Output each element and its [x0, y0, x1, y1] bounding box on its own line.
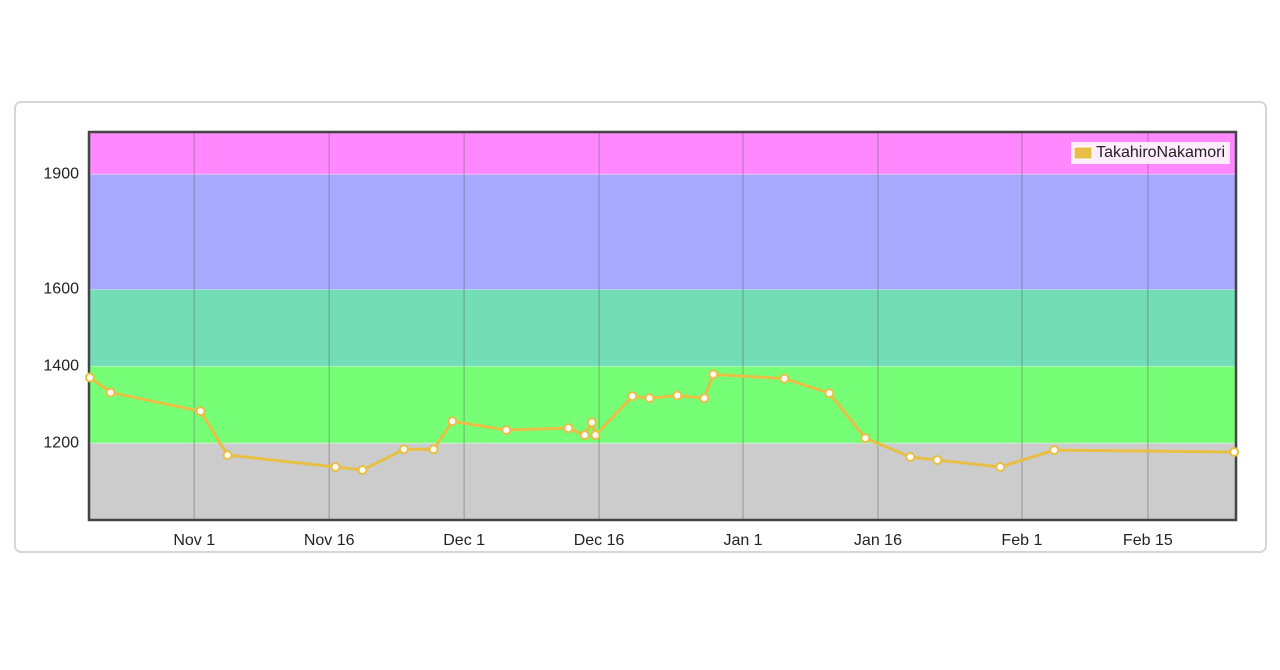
rating-point	[824, 388, 835, 399]
rating-point	[330, 461, 341, 472]
rating-point	[779, 373, 790, 384]
rating-point	[1229, 447, 1240, 458]
legend-label: TakahiroNakamori	[1096, 144, 1225, 161]
rating-point	[672, 390, 683, 401]
y-tick-label: 1900	[43, 165, 79, 182]
rating-point	[627, 391, 638, 402]
legend-box	[1071, 142, 1230, 164]
rating-point	[586, 417, 597, 428]
rating-point	[195, 406, 206, 417]
rating-point	[105, 387, 116, 398]
rating-point	[428, 444, 439, 455]
x-tick-label: Nov 16	[304, 532, 355, 549]
rating-point	[579, 430, 590, 441]
plot-border	[87, 130, 1238, 522]
x-tick-label: Feb 15	[1123, 532, 1173, 549]
y-tick-label: 1400	[43, 358, 79, 375]
rating-point	[1049, 445, 1060, 456]
y-tick-label: 1600	[43, 281, 79, 298]
y-tick-label: 1200	[43, 434, 79, 451]
rating-point	[563, 423, 574, 434]
rating-point	[84, 372, 95, 383]
rating-point	[357, 465, 368, 476]
legend: TakahiroNakamori	[1071, 142, 1230, 164]
rating-point	[860, 433, 871, 444]
rating-point	[708, 369, 719, 380]
rating-band	[89, 132, 1236, 175]
rating-band	[89, 289, 1236, 367]
rating-point	[905, 451, 916, 462]
rating-point	[699, 393, 710, 404]
rating-point	[590, 430, 601, 441]
rating-band	[89, 443, 1236, 520]
rating-point	[501, 425, 512, 436]
rating-band	[89, 366, 1236, 444]
rating-point	[932, 455, 943, 466]
legend-swatch	[1073, 146, 1093, 160]
x-tick-label: Jan 16	[854, 532, 902, 549]
rating-point	[222, 450, 233, 461]
x-tick-label: Feb 1	[1001, 532, 1042, 549]
x-tick-label: Jan 1	[723, 532, 762, 549]
x-tick-label: Nov 1	[173, 532, 215, 549]
rating-point	[398, 444, 409, 455]
rating-point	[995, 461, 1006, 472]
rating-point	[644, 393, 655, 404]
x-tick-label: Dec 16	[574, 532, 625, 549]
rating-point	[447, 416, 458, 427]
x-tick-label: Dec 1	[443, 532, 485, 549]
rating-band	[89, 174, 1236, 290]
